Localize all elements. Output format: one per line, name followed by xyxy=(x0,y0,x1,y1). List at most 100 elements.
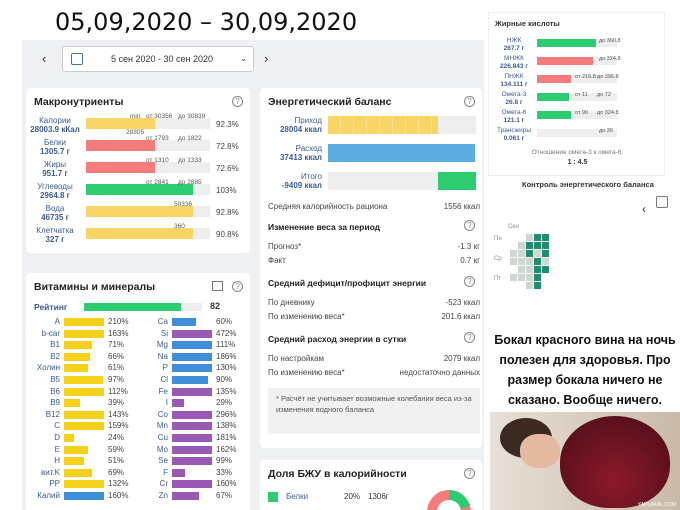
vitamin-pct: 99% xyxy=(216,456,233,466)
omega-ratio-value: 1 : 4.5 xyxy=(567,159,588,166)
vitamin-pct: 160% xyxy=(216,479,237,489)
heatmap-cell xyxy=(542,258,549,265)
fatty-row: НЖК 267.7 г до 360.8 xyxy=(489,37,664,55)
vitamin-bar xyxy=(172,329,212,338)
vitamin-pct: 67% xyxy=(216,491,233,500)
help-icon[interactable]: ? xyxy=(464,96,475,107)
vitamin-name: I xyxy=(165,398,168,408)
vitamin-bar xyxy=(64,352,91,361)
date-range-picker[interactable]: 5 сен 2020 - 30 сен 2020 ⌄ xyxy=(62,46,254,72)
help-icon[interactable]: ? xyxy=(464,332,475,343)
control-card: Контроль энергетического баланса ‹ Сен П… xyxy=(488,176,680,326)
prev-period-button[interactable]: ‹ xyxy=(42,51,47,66)
rating-fill xyxy=(84,303,181,311)
bju-label: Белки xyxy=(286,492,309,501)
vitamin-item: B9 39% xyxy=(26,398,136,408)
fatty-name: НЖК 267.7 г xyxy=(503,37,525,52)
vitamin-bar xyxy=(172,457,212,466)
macro-name: Клетчатка 327 г xyxy=(36,226,74,244)
macro-bar-track xyxy=(86,206,210,217)
heatmap-cell xyxy=(542,234,549,241)
vitamin-name: E xyxy=(54,444,60,454)
fatty-name: ПНЖК 134.111 г xyxy=(500,73,528,88)
diary-row: По дневнику -523 ккал xyxy=(268,298,480,307)
macro-from: от 30356 xyxy=(146,113,173,120)
vitamin-pct: 130% xyxy=(216,363,237,373)
help-icon[interactable]: ? xyxy=(232,96,243,107)
energy-card: Энергетический баланс ? Приход 28004 ккал… xyxy=(260,88,482,448)
bju-card: Доля БЖУ в калорийности ? Белки 20% 1306… xyxy=(260,460,482,510)
vitamin-bar xyxy=(172,480,212,489)
vitamin-bar xyxy=(64,410,104,419)
heatmap-cell xyxy=(534,250,541,257)
vitamin-item: I 29% xyxy=(134,398,244,408)
woman-face-image xyxy=(520,434,560,468)
date-range-bar: ‹ 5 сен 2020 - 30 сен 2020 ⌄ › xyxy=(34,46,294,72)
heatmap-cell xyxy=(518,274,525,281)
nutrition-app: ‹ 5 сен 2020 - 30 сен 2020 ⌄ › Макронутр… xyxy=(22,40,484,510)
heatmap-cell xyxy=(534,242,541,249)
vitamin-bar xyxy=(172,399,184,408)
vitamin-bar xyxy=(64,434,74,442)
heatmap-cell xyxy=(518,266,525,273)
fatty-row: Омега-6 121.1 г от 90 до 324.8 xyxy=(489,109,664,127)
control-row-label: Пн xyxy=(494,236,502,242)
heatmap-cell xyxy=(510,274,517,281)
heatmap-cell xyxy=(534,258,541,265)
meme-panel: Бокал красного вина на ночь полезен для … xyxy=(490,330,680,510)
overlay-date-title: 05,09,2020 – 30,09,2020 xyxy=(55,8,358,36)
macro-to: до 30839 xyxy=(178,113,206,120)
heatmap-cell xyxy=(518,250,525,257)
vitamin-item: H 51% xyxy=(26,456,136,466)
fatty-name: Трансжиры 0.061 г xyxy=(496,127,531,142)
vitamin-name: B9 xyxy=(50,398,60,408)
grid-view-icon[interactable] xyxy=(212,281,223,291)
vitamin-pct: 160% xyxy=(108,491,129,500)
macro-bar-fill xyxy=(86,140,156,151)
control-row-label: Ср xyxy=(494,256,502,262)
vitamin-item: Mn 138% xyxy=(134,421,244,431)
heatmap-cell xyxy=(510,258,517,265)
fatty-bar-fill xyxy=(537,39,597,47)
heatmap-cell xyxy=(526,242,533,249)
vitamin-item: P 130% xyxy=(134,363,244,373)
macro-to: до 1822 xyxy=(178,135,202,142)
fatty-row: Омега-3 26.8 г от 11 до 72 xyxy=(489,91,664,109)
help-icon[interactable]: ? xyxy=(464,220,475,231)
vitamin-pct: 181% xyxy=(216,433,237,442)
vitamin-item: E 59% xyxy=(26,445,136,455)
fatty-to: до 72 xyxy=(597,92,611,98)
vitamin-pct: 29% xyxy=(216,398,233,408)
vitamin-name: B1 xyxy=(50,340,60,350)
control-row-label: Пт xyxy=(494,276,502,282)
vitamin-bar xyxy=(64,341,93,350)
heatmap-cell xyxy=(534,282,541,289)
help-icon[interactable]: ? xyxy=(464,468,475,479)
vitamin-item: PP 132% xyxy=(26,479,136,489)
heatmap-cell xyxy=(534,234,541,241)
deficit-title: Средний дефицит/профицит энергии xyxy=(268,278,427,288)
help-icon[interactable]: ? xyxy=(464,276,475,287)
macro-bar-fill xyxy=(86,162,156,173)
macro-from: от 1793 xyxy=(146,135,169,142)
omega-ratio-label: Отношение омега-3 к омега-6: xyxy=(531,149,624,156)
control-week-label: Сен xyxy=(508,224,519,230)
heatmap-cell xyxy=(534,274,541,281)
vitamin-pct: 159% xyxy=(108,421,129,431)
expense-track xyxy=(328,144,476,162)
macro-extra: 50336 xyxy=(174,201,193,208)
next-period-button[interactable]: › xyxy=(264,51,269,66)
vitamin-name: B12 xyxy=(45,409,60,419)
control-prev-button[interactable]: ‹ xyxy=(642,202,646,216)
help-icon[interactable]: ? xyxy=(232,281,243,292)
vitamin-bar xyxy=(64,480,104,489)
vitamin-name: Cl xyxy=(160,375,168,384)
energy-title: Энергетический баланс xyxy=(268,96,392,108)
vitamin-pct: 143% xyxy=(108,409,129,419)
vitamin-name: C xyxy=(54,421,60,431)
calendar-icon[interactable] xyxy=(656,196,668,208)
vitamin-name: вит.K xyxy=(40,467,60,477)
vitamin-item: Cl 90% xyxy=(134,375,244,385)
vitamin-pct: 59% xyxy=(108,444,125,454)
chevron-down-icon: ⌄ xyxy=(240,54,247,63)
